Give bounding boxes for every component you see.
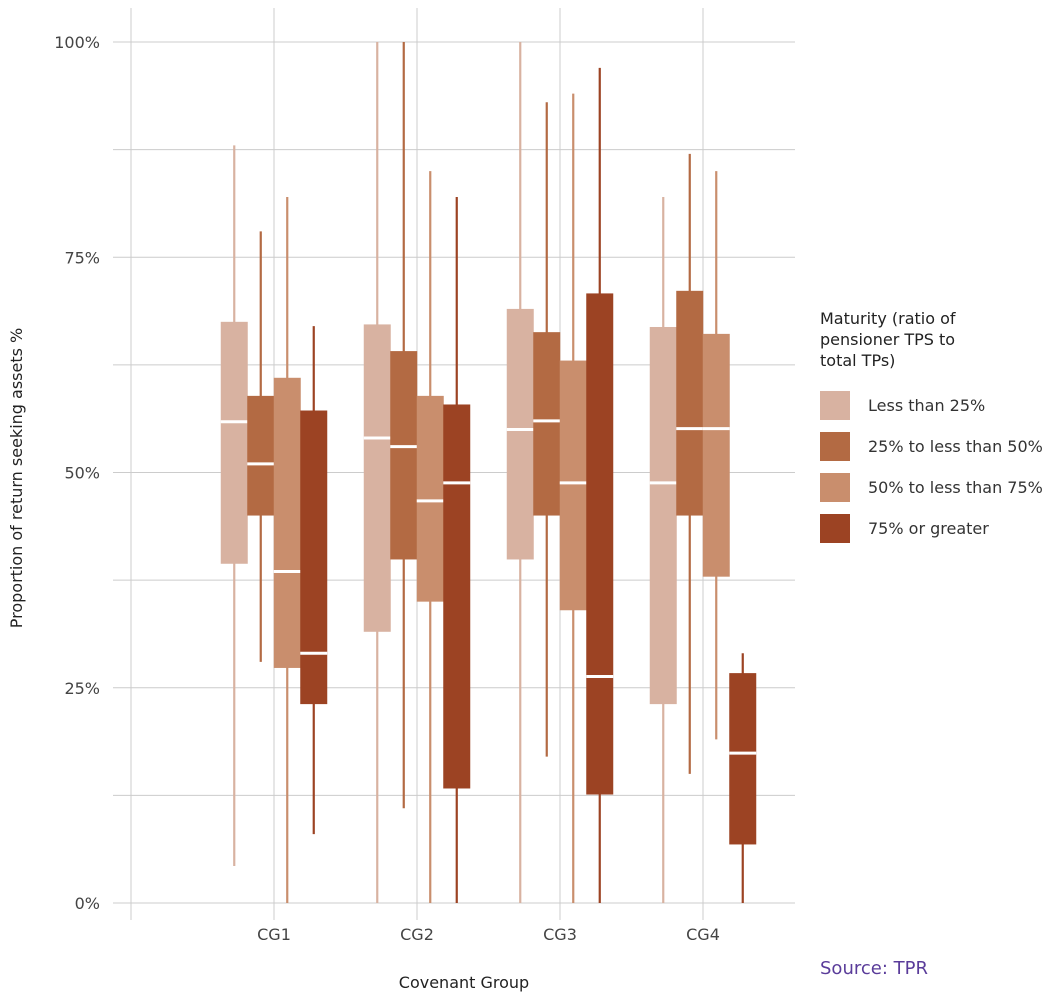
- y-tick-label: 100%: [54, 33, 100, 52]
- source-note: Source: TPR: [820, 958, 928, 979]
- legend-item: 25% to less than 50%: [820, 432, 1060, 461]
- y-tick-label: 50%: [64, 464, 100, 483]
- box: [363, 324, 391, 632]
- legend-item: 50% to less than 75%: [820, 473, 1060, 502]
- y-axis-title: Proportion of return seeking assets %: [7, 328, 26, 629]
- x-tick-label: CG3: [543, 925, 577, 944]
- box: [247, 395, 275, 516]
- box: [649, 326, 677, 705]
- box: [676, 290, 704, 516]
- legend-items: Less than 25% 25% to less than 50% 50% to …: [820, 391, 1060, 543]
- box: [729, 673, 757, 845]
- y-tick-label: 0%: [75, 894, 100, 913]
- x-tick-label: CG1: [257, 925, 291, 944]
- legend-label: Less than 25%: [868, 396, 986, 415]
- legend-title: Maturity (ratio of pensioner TPS to tota…: [820, 309, 956, 370]
- legend-item: 75% or greater: [820, 514, 1060, 543]
- legend-swatch: [820, 514, 850, 543]
- legend-swatch: [820, 391, 850, 420]
- legend-swatch: [820, 473, 850, 502]
- box: [443, 404, 471, 789]
- x-axis-title: Covenant Group: [399, 973, 529, 992]
- legend-swatch: [820, 432, 850, 461]
- box: [273, 377, 301, 668]
- y-tick-label: 75%: [64, 248, 100, 267]
- y-tick-label: 25%: [64, 679, 100, 698]
- box: [559, 360, 587, 611]
- box: [390, 351, 418, 560]
- legend-label: 75% or greater: [868, 519, 989, 538]
- box: [220, 321, 248, 564]
- legend-label: 25% to less than 50%: [868, 437, 1043, 456]
- y-tick-labels: 0% 25% 50% 75% 100%: [54, 33, 100, 913]
- box: [533, 332, 561, 516]
- legend-item: Less than 25%: [820, 391, 1060, 420]
- box: [586, 293, 614, 795]
- boxplot-marks: [220, 42, 757, 903]
- box: [416, 395, 444, 602]
- box: [506, 308, 534, 560]
- legend-label: 50% to less than 75%: [868, 478, 1043, 497]
- box: [702, 333, 730, 577]
- x-tick-label: CG2: [400, 925, 434, 944]
- x-tick-labels: CG1 CG2 CG3 CG4: [257, 925, 720, 944]
- x-tick-label: CG4: [686, 925, 720, 944]
- box: [300, 410, 328, 705]
- legend: Maturity (ratio of pensioner TPS to tota…: [820, 308, 1060, 555]
